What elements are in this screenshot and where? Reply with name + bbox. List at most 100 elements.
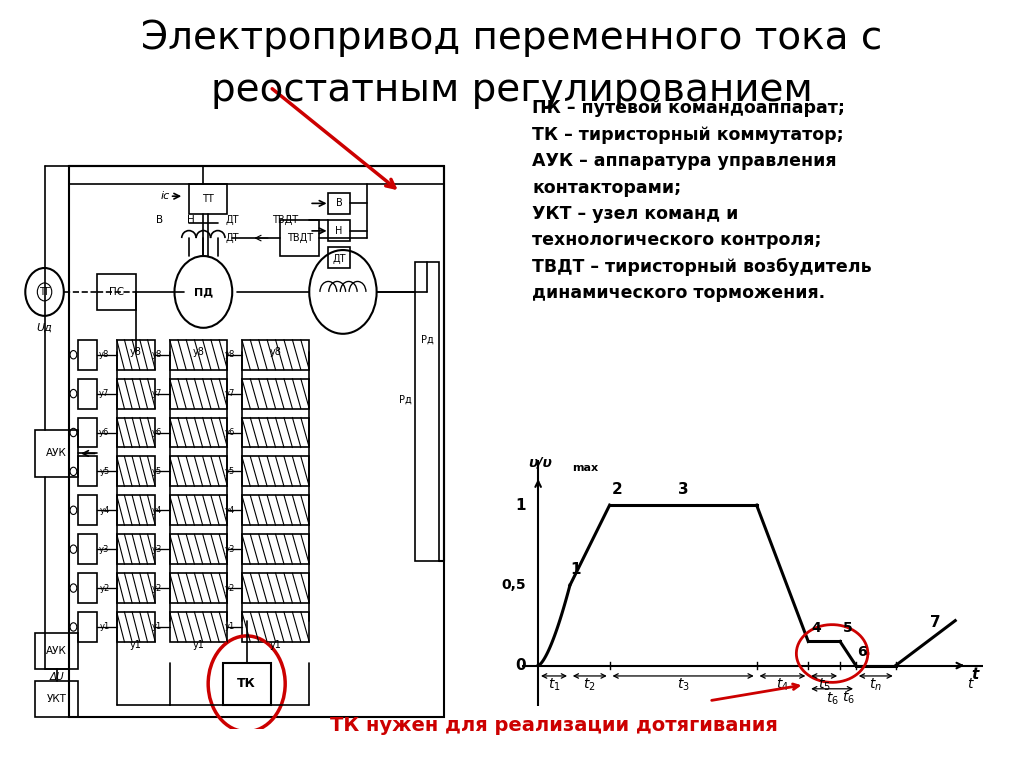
Text: у7: у7 bbox=[99, 389, 110, 398]
Bar bbox=[170, 379, 227, 409]
Text: $t_n$: $t_n$ bbox=[869, 676, 883, 693]
Text: $t_3$: $t_3$ bbox=[677, 676, 689, 693]
Bar bbox=[97, 274, 136, 310]
Text: у1: у1 bbox=[269, 640, 282, 650]
Text: 0,5: 0,5 bbox=[502, 578, 526, 592]
Text: у8: у8 bbox=[99, 351, 110, 359]
Text: Рд: Рд bbox=[399, 394, 412, 405]
Bar bbox=[222, 663, 270, 705]
Circle shape bbox=[70, 428, 77, 436]
Bar bbox=[78, 340, 97, 370]
Text: ТВДТ: ТВДТ bbox=[272, 215, 298, 225]
Text: у2: у2 bbox=[224, 584, 234, 593]
Circle shape bbox=[70, 467, 77, 476]
Text: у3: у3 bbox=[99, 545, 110, 554]
Text: ТГ: ТГ bbox=[39, 287, 50, 297]
Bar bbox=[78, 573, 97, 603]
Circle shape bbox=[309, 250, 377, 334]
Text: УКТ: УКТ bbox=[47, 693, 67, 704]
Text: ТТ: ТТ bbox=[203, 194, 214, 204]
Text: Электропривод переменного тока с: Электропривод переменного тока с bbox=[141, 19, 883, 58]
Text: у1: у1 bbox=[153, 623, 163, 631]
Text: υ/υ: υ/υ bbox=[528, 456, 552, 470]
Text: у5: у5 bbox=[224, 467, 234, 476]
Text: АУК: АУК bbox=[46, 449, 67, 459]
Text: у5: у5 bbox=[153, 467, 163, 476]
Bar bbox=[117, 417, 156, 447]
Text: у3: у3 bbox=[153, 545, 163, 554]
Text: у7: у7 bbox=[153, 389, 163, 398]
Bar bbox=[117, 612, 156, 642]
Bar bbox=[188, 184, 227, 214]
Text: ПД: ПД bbox=[194, 287, 213, 297]
Bar bbox=[170, 417, 227, 447]
Text: ТК нужен для реализации дотягивания: ТК нужен для реализации дотягивания bbox=[330, 716, 778, 735]
Bar bbox=[415, 262, 439, 561]
Text: у1: у1 bbox=[224, 623, 234, 631]
Text: $t_6$: $t_6$ bbox=[825, 690, 839, 707]
Text: у8: у8 bbox=[193, 347, 205, 357]
Text: у8: у8 bbox=[224, 351, 234, 359]
Text: 4: 4 bbox=[811, 621, 821, 635]
Text: у4: у4 bbox=[99, 505, 110, 515]
Text: В: В bbox=[157, 215, 164, 225]
Text: 2: 2 bbox=[612, 482, 623, 497]
Bar bbox=[329, 247, 350, 268]
Bar bbox=[78, 456, 97, 486]
Text: 1: 1 bbox=[516, 498, 526, 512]
Bar bbox=[35, 430, 78, 477]
Bar bbox=[78, 612, 97, 642]
Circle shape bbox=[70, 506, 77, 515]
Text: 3: 3 bbox=[678, 482, 688, 497]
Text: max: max bbox=[571, 463, 598, 473]
Text: 1: 1 bbox=[570, 562, 581, 578]
Text: ПС: ПС bbox=[110, 287, 124, 297]
Text: у1: у1 bbox=[99, 623, 110, 631]
Text: ДТ: ДТ bbox=[333, 254, 346, 264]
Text: ТВДТ: ТВДТ bbox=[287, 233, 312, 243]
Text: у4: у4 bbox=[153, 505, 163, 515]
Bar bbox=[242, 534, 309, 565]
Bar bbox=[170, 495, 227, 525]
Text: $t_1$: $t_1$ bbox=[548, 676, 560, 693]
Text: Рд: Рд bbox=[421, 334, 433, 345]
Text: реостатным регулированием: реостатным регулированием bbox=[211, 71, 813, 109]
Text: 0: 0 bbox=[516, 658, 526, 673]
Circle shape bbox=[37, 283, 52, 301]
Text: у4: у4 bbox=[224, 505, 234, 515]
Circle shape bbox=[70, 623, 77, 631]
Text: у8: у8 bbox=[130, 347, 142, 357]
Bar bbox=[170, 612, 227, 642]
Text: ΔU: ΔU bbox=[49, 672, 63, 682]
Bar bbox=[170, 534, 227, 565]
Bar bbox=[69, 166, 444, 716]
Text: у3: у3 bbox=[224, 545, 234, 554]
Text: у1: у1 bbox=[193, 640, 205, 650]
Text: В: В bbox=[336, 199, 342, 209]
Bar bbox=[242, 612, 309, 642]
Bar bbox=[242, 379, 309, 409]
Text: ТК: ТК bbox=[238, 677, 256, 690]
Bar bbox=[242, 456, 309, 486]
Circle shape bbox=[70, 351, 77, 359]
Bar bbox=[78, 379, 97, 409]
Bar bbox=[170, 340, 227, 370]
Text: Н: Н bbox=[336, 226, 343, 236]
Text: у1: у1 bbox=[130, 640, 142, 650]
Text: t: t bbox=[972, 667, 979, 682]
Text: ПК – путевой командоаппарат;
ТК – тиристорный коммутатор;
АУК – аппаратура управ: ПК – путевой командоаппарат; ТК – тирист… bbox=[532, 100, 871, 302]
Text: у6: у6 bbox=[224, 428, 234, 437]
Circle shape bbox=[70, 545, 77, 553]
Text: у2: у2 bbox=[153, 584, 163, 593]
Bar bbox=[117, 495, 156, 525]
Text: $t_4$: $t_4$ bbox=[776, 676, 788, 693]
Bar bbox=[117, 573, 156, 603]
Text: 5: 5 bbox=[843, 621, 853, 635]
Text: Н: Н bbox=[187, 215, 196, 225]
Text: iс: iс bbox=[160, 191, 170, 201]
Bar bbox=[78, 534, 97, 565]
Bar bbox=[242, 340, 309, 370]
Text: ДТ: ДТ bbox=[225, 233, 239, 243]
Bar bbox=[242, 417, 309, 447]
Text: у2: у2 bbox=[99, 584, 110, 593]
